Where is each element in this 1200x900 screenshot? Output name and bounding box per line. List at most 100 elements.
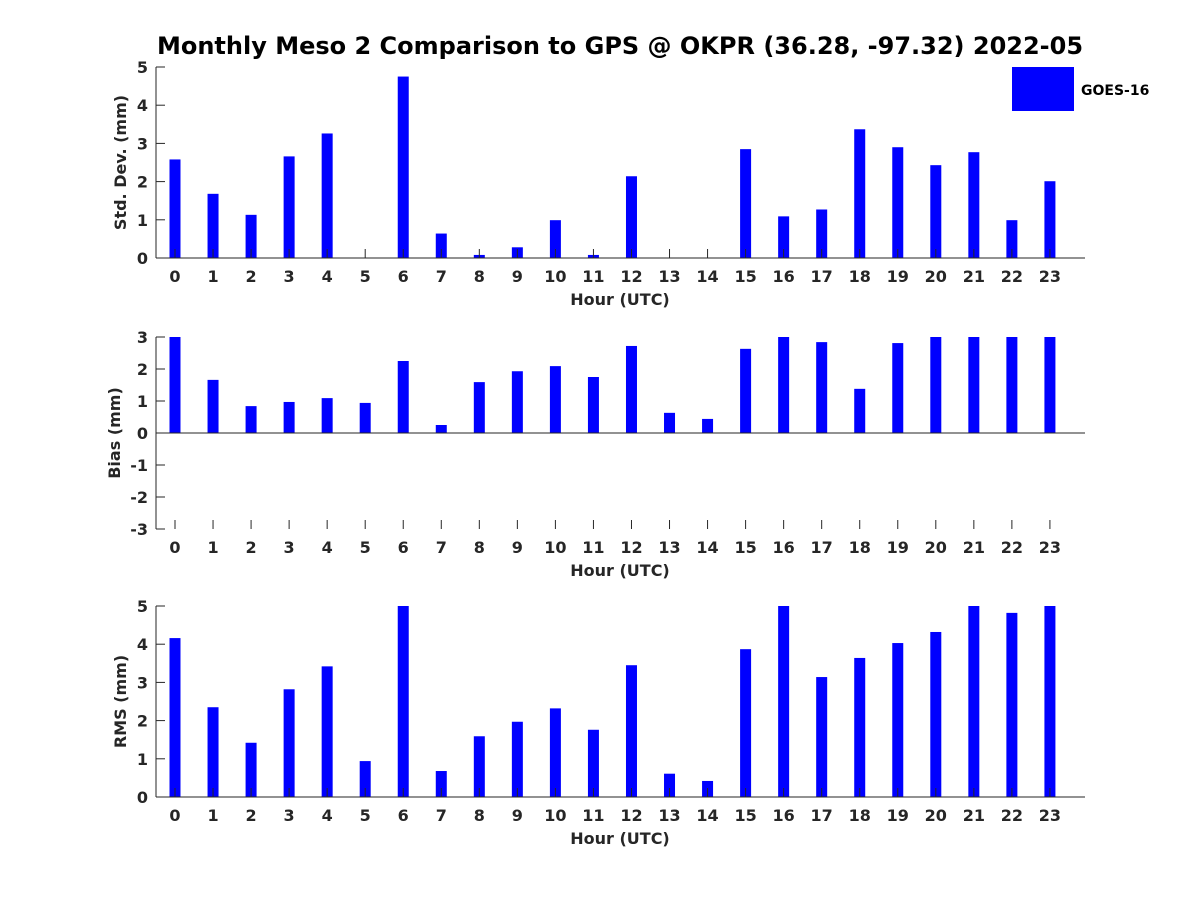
bar-hour-15 — [740, 348, 752, 433]
x-tick-label: 17 — [811, 267, 833, 286]
x-tick-label: 5 — [360, 538, 371, 557]
bar-hour-10 — [549, 708, 561, 797]
x-tick-label: 6 — [398, 538, 409, 557]
x-tick-label: 23 — [1039, 538, 1061, 557]
x-tick-label: 15 — [734, 806, 756, 825]
x-tick-label: 0 — [169, 806, 180, 825]
x-tick-label: 12 — [620, 806, 642, 825]
x-axis-label: Hour (UTC) — [570, 561, 670, 580]
x-tick-label: 12 — [620, 538, 642, 557]
bar-hour-1 — [207, 193, 219, 258]
y-tick-label: 0 — [137, 424, 148, 443]
y-tick-label: 0 — [137, 788, 148, 807]
bar-hour-6 — [397, 606, 409, 797]
bar-hour-8 — [473, 382, 485, 433]
x-tick-label: 3 — [284, 806, 295, 825]
bar-hour-21 — [968, 152, 980, 258]
x-tick-label: 10 — [544, 806, 566, 825]
bar-hour-6 — [397, 361, 409, 433]
x-tick-label: 20 — [925, 538, 947, 557]
bar-hour-16 — [778, 216, 790, 258]
x-tick-label: 6 — [398, 267, 409, 286]
bar-hour-20 — [930, 337, 942, 433]
bar-hour-10 — [549, 366, 561, 433]
bar-hour-17 — [816, 342, 828, 433]
x-tick-label: 11 — [582, 538, 604, 557]
bar-hour-7 — [435, 771, 447, 797]
bar-hour-2 — [245, 214, 257, 258]
x-tick-label: 22 — [1001, 267, 1023, 286]
x-tick-label: 4 — [322, 806, 333, 825]
x-tick-label: 1 — [207, 538, 218, 557]
x-tick-label: 19 — [887, 267, 909, 286]
x-tick-label: 5 — [360, 806, 371, 825]
bar-hour-18 — [854, 388, 866, 433]
bar-hour-15 — [740, 649, 752, 797]
x-tick-label: 8 — [474, 806, 485, 825]
x-tick-label: 15 — [734, 267, 756, 286]
x-tick-label: 9 — [512, 538, 523, 557]
y-tick-label: -3 — [130, 520, 148, 539]
bar-hour-23 — [1044, 606, 1056, 797]
bar-hour-13 — [664, 412, 676, 433]
bar-hour-23 — [1044, 181, 1056, 258]
x-tick-label: 7 — [436, 538, 447, 557]
x-tick-label: 11 — [582, 267, 604, 286]
x-tick-label: 18 — [849, 267, 871, 286]
x-tick-label: 0 — [169, 267, 180, 286]
bar-hour-8 — [473, 736, 485, 797]
x-tick-label: 14 — [696, 806, 718, 825]
bar-hour-10 — [549, 220, 561, 258]
x-tick-label: 2 — [246, 806, 257, 825]
x-tick-label: 4 — [322, 267, 333, 286]
x-tick-label: 5 — [360, 267, 371, 286]
bar-hour-11 — [587, 729, 599, 797]
bar-hour-12 — [625, 665, 637, 797]
bar-hour-7 — [435, 233, 447, 258]
bar-hour-14 — [702, 418, 714, 433]
bar-hour-1 — [207, 707, 219, 797]
x-tick-label: 7 — [436, 806, 447, 825]
y-tick-label: 3 — [137, 673, 148, 692]
x-tick-label: 13 — [658, 538, 680, 557]
chart-title: Monthly Meso 2 Comparison to GPS @ OKPR … — [157, 32, 1083, 60]
y-tick-label: 5 — [137, 597, 148, 616]
x-tick-label: 7 — [436, 267, 447, 286]
bar-hour-22 — [1006, 337, 1018, 433]
chart-panels: 0 1 2 3 4 5 6 7 8 9 10 11 12 13 14 15 16 17 18 19 20 21 22 2301… — [105, 58, 1085, 848]
bar-hour-12 — [625, 345, 637, 433]
bar-hour-3 — [283, 401, 295, 433]
x-axis-label: Hour (UTC) — [570, 829, 670, 848]
x-tick-label: 2 — [246, 267, 257, 286]
bar-hour-5 — [359, 402, 371, 433]
bar-hour-9 — [511, 721, 523, 797]
x-tick-label: 21 — [963, 267, 985, 286]
bar-hour-15 — [740, 149, 752, 258]
bar-hour-22 — [1006, 220, 1018, 258]
bar-hour-13 — [664, 773, 676, 797]
y-tick-label: 2 — [137, 360, 148, 379]
bar-hour-21 — [968, 337, 980, 433]
bar-hour-0 — [169, 638, 181, 797]
x-tick-label: 20 — [925, 806, 947, 825]
bar-hour-16 — [778, 606, 790, 797]
bar-hour-0 — [169, 337, 181, 433]
x-tick-label: 9 — [512, 806, 523, 825]
bar-hour-16 — [778, 337, 790, 433]
y-tick-label: 1 — [137, 750, 148, 769]
bar-hour-11 — [587, 377, 599, 433]
x-tick-label: 9 — [512, 267, 523, 286]
bar-hour-12 — [625, 176, 637, 258]
bar-hour-23 — [1044, 337, 1056, 433]
bar-hour-2 — [245, 742, 257, 797]
bar-hour-18 — [854, 657, 866, 797]
bar-hour-4 — [321, 398, 333, 433]
y-tick-label: 3 — [137, 328, 148, 347]
y-tick-label: 1 — [137, 211, 148, 230]
x-tick-label: 21 — [963, 538, 985, 557]
y-tick-label: 2 — [137, 173, 148, 192]
bar-hour-4 — [321, 133, 333, 258]
legend: GOES-16 — [1012, 67, 1149, 111]
x-tick-label: 19 — [887, 538, 909, 557]
